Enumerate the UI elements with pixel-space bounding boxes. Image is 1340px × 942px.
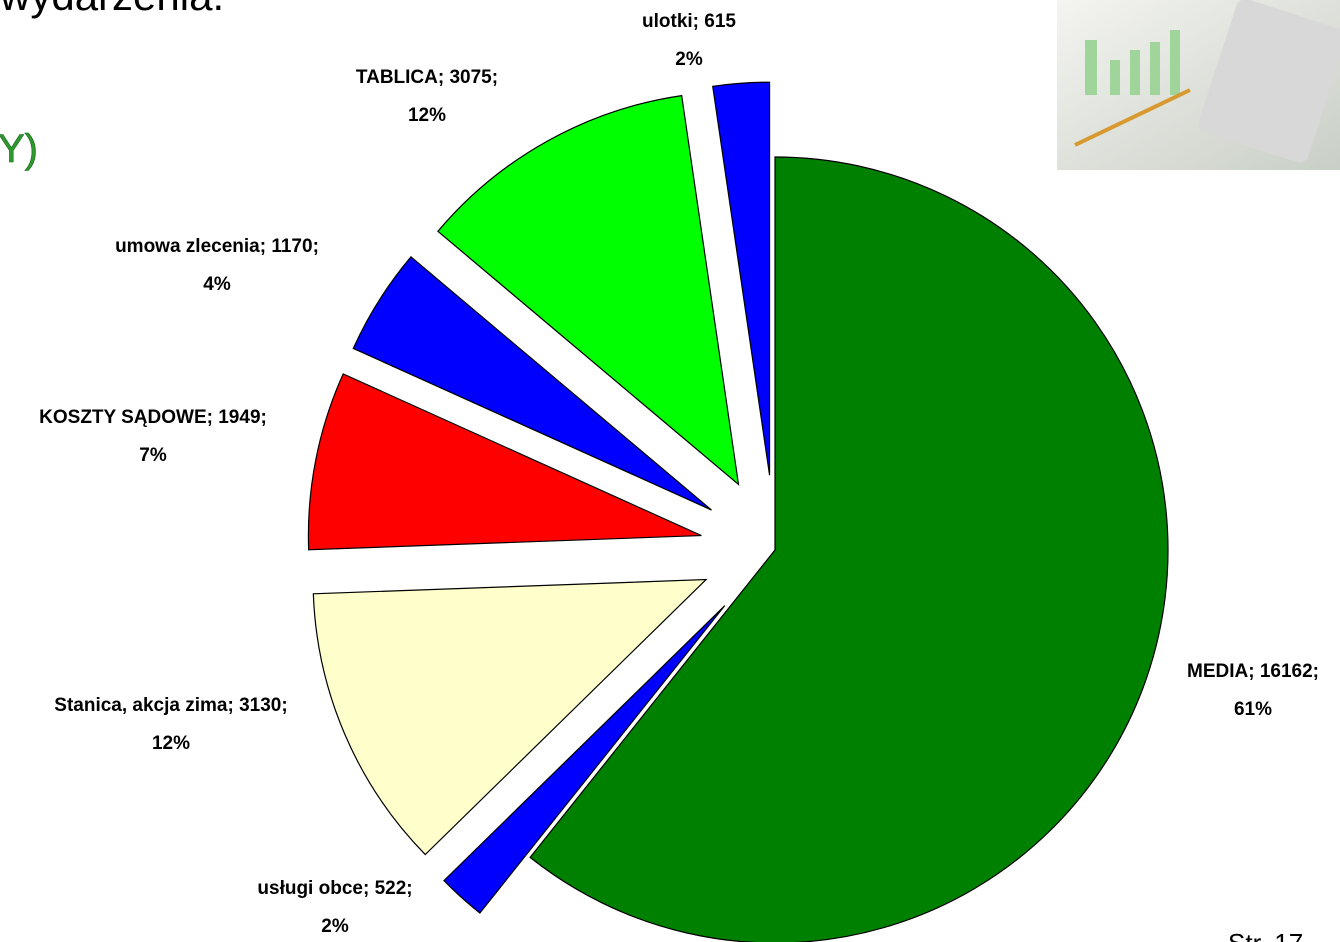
data-label: umowa zlecenia; 1170; <box>115 236 319 257</box>
percent-label: 2% <box>675 49 703 70</box>
percent-label: 61% <box>1234 699 1272 720</box>
data-label: ulotki; 615 <box>642 11 736 32</box>
percent-label: 7% <box>139 445 167 466</box>
data-label: usługi obce; 522; <box>257 878 412 899</box>
percent-label: 4% <box>203 274 231 295</box>
data-label: Stanica, akcja zima; 3130; <box>54 695 287 716</box>
pie-chart: MEDIA; 16162; 61% usługi obce; 522; 2% Stani… <box>39 11 1319 942</box>
percent-label: 12% <box>152 733 190 754</box>
pie-slice <box>712 81 771 476</box>
heading: wydarzenia. <box>0 0 224 19</box>
percent-label: 2% <box>321 916 349 937</box>
pie-slice <box>307 373 702 551</box>
data-label: MEDIA; 16162; <box>1187 661 1319 682</box>
pie-slice <box>437 94 740 486</box>
pie-slice <box>443 605 726 914</box>
page-number: Str. 17 <box>1228 928 1303 942</box>
percent-label: 12% <box>408 105 446 126</box>
pie-slice <box>352 256 712 511</box>
pie-slice <box>312 578 708 856</box>
pie-slice <box>529 156 1169 942</box>
data-label: TABLICA; 3075; <box>356 67 498 88</box>
data-label: KOSZTY SĄDOWE; 1949; <box>39 407 267 428</box>
subheading: Y) <box>0 127 38 171</box>
photo <box>1057 0 1340 170</box>
